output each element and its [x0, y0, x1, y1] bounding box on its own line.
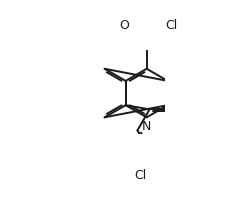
Text: Cl: Cl: [164, 19, 176, 32]
Text: N: N: [142, 120, 151, 133]
Text: Cl: Cl: [134, 169, 146, 182]
Text: O: O: [119, 19, 128, 32]
